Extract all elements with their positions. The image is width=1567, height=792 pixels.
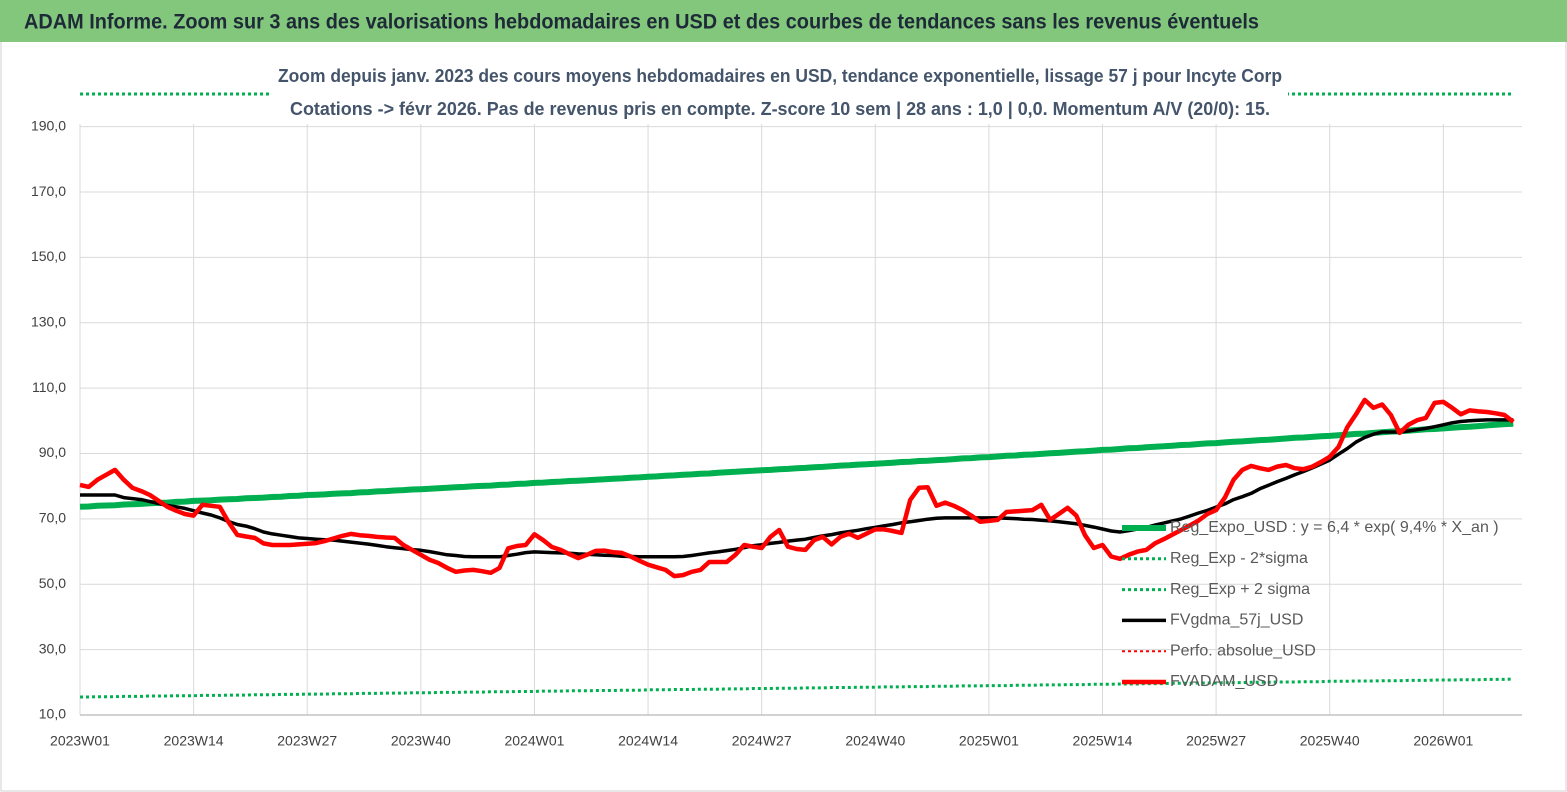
series-line (79, 397, 1515, 579)
series-line (80, 677, 1514, 699)
chart-subtitle: Cotations -> févr 2026. Pas de revenus p… (290, 99, 1270, 119)
y-tick-label: 70,0 (39, 510, 66, 526)
legend-label: Perfo. absolue_USD (1170, 642, 1316, 659)
legend-label: Reg_Expo_USD : y = 6,4 * exp( 9,4% * X_a… (1170, 519, 1499, 536)
subtitle-box (272, 62, 1288, 124)
x-tick-label: 2023W27 (277, 733, 337, 749)
legend-label: FVgdma_57j_USD (1170, 612, 1303, 629)
y-tick-label: 90,0 (39, 444, 66, 460)
x-tick-label: 2025W27 (1186, 733, 1246, 749)
y-tick-label: 50,0 (39, 575, 66, 591)
legend: Reg_Expo_USD : y = 6,4 * exp( 9,4% * X_a… (1122, 519, 1499, 690)
y-tick-label: 30,0 (39, 640, 66, 656)
title-bar (0, 0, 1567, 42)
series-line (80, 418, 1514, 559)
series-line (79, 420, 1514, 510)
y-tick-label: 110,0 (32, 379, 66, 395)
x-tick-label: 2023W01 (50, 733, 110, 749)
x-tick-label: 2025W01 (959, 733, 1019, 749)
y-tick-label: 190,0 (31, 117, 66, 133)
x-tick-label: 2024W01 (504, 733, 564, 749)
x-tick-label: 2023W14 (164, 733, 224, 749)
legend-label: FVADAM_USD (1170, 673, 1278, 690)
y-tick-label: 150,0 (31, 248, 66, 264)
x-tick-label: 2024W14 (618, 733, 678, 749)
chart-title: ADAM Informe. Zoom sur 3 ans des valoris… (24, 11, 1259, 34)
y-tick-label: 170,0 (31, 183, 66, 199)
x-tick-label: 2023W40 (391, 733, 451, 749)
y-tick-label: 130,0 (31, 313, 66, 329)
x-tick-label: 2025W40 (1300, 733, 1360, 749)
legend-label: Reg_Exp - 2*sigma (1170, 550, 1308, 567)
grid: 10,0 30,0 50,0 70,0 90,0 110,0 130,0 150,0 170,0… (31, 117, 1522, 749)
x-tick-label: 2025W14 (1073, 733, 1133, 749)
x-tick-label: 2024W40 (845, 733, 905, 749)
x-tick-label: 2026W01 (1413, 733, 1473, 749)
legend-label: Reg_Exp + 2 sigma (1170, 581, 1310, 598)
x-tick-label: 2024W27 (732, 733, 792, 749)
chart-subtitle: Zoom depuis janv. 2023 des cours moyens … (278, 66, 1282, 86)
y-tick-label: 10,0 (39, 706, 66, 722)
